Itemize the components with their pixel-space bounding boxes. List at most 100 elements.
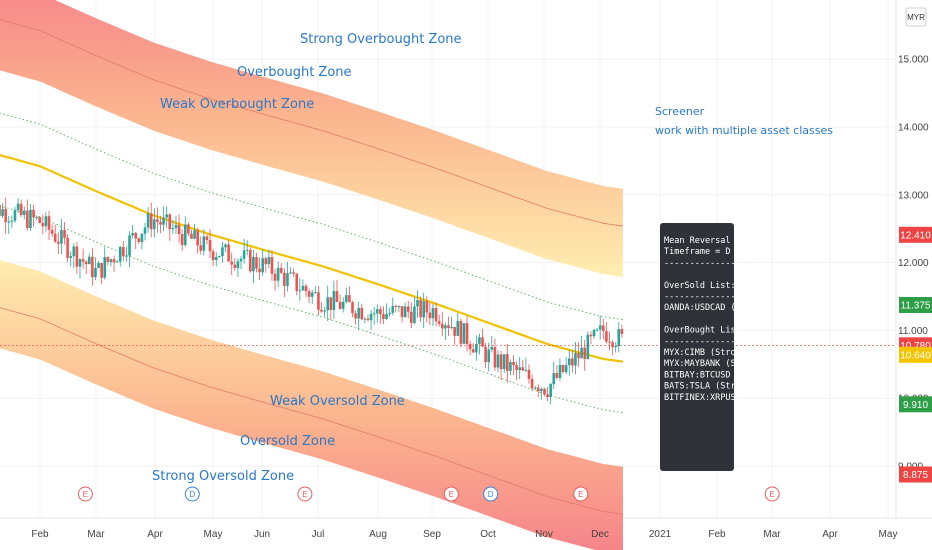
earnings-event-marker[interactable]: E [77, 486, 93, 502]
candle-body [32, 209, 35, 218]
event-marker-circle [297, 486, 313, 502]
candle-body [416, 300, 419, 307]
candle-body [410, 311, 413, 323]
candle-body [323, 310, 326, 312]
candle-body [549, 384, 552, 398]
candle-body [180, 234, 184, 246]
screener-panel-line: OverSold List: [664, 281, 736, 291]
candle-body [1, 209, 4, 216]
zone-bands [0, 0, 623, 550]
candle-body [264, 258, 268, 265]
candle-body [87, 256, 91, 265]
candle-body [112, 259, 116, 263]
time-axis[interactable] [0, 519, 896, 550]
event-marker-label: E [449, 490, 454, 499]
candle-body [38, 217, 42, 223]
candle-body [459, 321, 463, 344]
event-marker-circle [184, 486, 200, 502]
candle-body [620, 329, 624, 334]
candle-body [533, 387, 537, 389]
candle-body [605, 331, 608, 342]
earnings-event-marker[interactable]: E [764, 486, 780, 502]
candle-body [183, 224, 187, 246]
candle-body [428, 312, 432, 319]
event-marker-circle [77, 486, 93, 502]
candle-body [286, 273, 289, 286]
candle-body [273, 273, 277, 281]
candle-body [447, 325, 450, 329]
candle-body [174, 225, 178, 229]
candle-body [471, 349, 475, 353]
candle-body [496, 354, 500, 368]
candle-body [304, 285, 308, 292]
candle-body [561, 365, 565, 373]
candle-body [524, 369, 528, 371]
time-tick-label: May [204, 529, 223, 540]
candle-body [29, 209, 32, 228]
candlesticks [0, 197, 624, 405]
candle-body [214, 257, 218, 261]
candle-body [205, 236, 209, 240]
candle-body [571, 358, 574, 366]
time-tick-label: Oct [480, 529, 496, 540]
candle-body [252, 257, 255, 272]
dividend-event-marker[interactable]: D [483, 486, 499, 502]
candle-body [239, 258, 243, 262]
candle-body [196, 230, 199, 246]
candle-body [481, 337, 484, 347]
time-tick-label: May [879, 529, 898, 540]
candle-body [211, 251, 215, 261]
candle-body [530, 378, 534, 389]
candle-body [515, 365, 518, 371]
overbought-label: Overbought Zone [237, 65, 352, 80]
candle-body [122, 247, 125, 257]
candle-body [115, 261, 119, 263]
price-axis[interactable] [896, 0, 932, 518]
candle-body [258, 268, 261, 273]
candle-body [332, 291, 336, 310]
candle-body [10, 220, 14, 222]
candle-body [598, 325, 602, 330]
candle-body [221, 247, 224, 257]
time-tick-label: Mar [763, 529, 781, 540]
earnings-event-marker[interactable]: E [297, 486, 313, 502]
candle-body [60, 229, 63, 244]
candle-body [595, 329, 599, 331]
candle-body [583, 347, 587, 360]
price-tag-label: 10.780 [900, 341, 931, 352]
candle-body [177, 225, 181, 235]
candle-body [382, 314, 385, 319]
screener-panel-line: ------------------------ [664, 258, 787, 268]
price-tag-label: 12.410 [900, 230, 931, 241]
candle-body [453, 326, 456, 336]
dividend-event-marker[interactable]: D [184, 486, 200, 502]
earnings-event-marker[interactable]: E [573, 486, 589, 502]
screener-panel-line: Mean Reversal Screener: [664, 236, 782, 246]
candle-body [140, 233, 144, 242]
candle-body [484, 346, 487, 363]
candle-body [608, 341, 611, 343]
candle-body [546, 394, 549, 398]
candle-body [586, 334, 590, 360]
candle-body [558, 365, 562, 378]
screener-panel-line: MYX:MAYBANK (Strong) [664, 359, 766, 369]
candle-body [146, 213, 150, 228]
currency-badge[interactable]: MYR [905, 7, 927, 27]
candle-body [230, 261, 234, 265]
time-tick-label: Feb [708, 529, 726, 540]
candle-body [109, 259, 113, 263]
candle-body [394, 305, 398, 307]
candle-body [502, 354, 506, 370]
event-marker-label: E [770, 490, 775, 499]
candle-body [118, 247, 122, 262]
screener-annotation-title: Screener [655, 105, 705, 118]
screener-panel[interactable]: Mean Reversal Screener:Timeframe = D----… [660, 223, 787, 471]
price-tag-label: 8.875 [903, 470, 928, 481]
candle-body [540, 388, 543, 392]
candle-body [425, 301, 429, 313]
earnings-event-marker[interactable]: E [443, 486, 459, 502]
oversold-band [0, 260, 623, 550]
candle-body [131, 232, 134, 236]
